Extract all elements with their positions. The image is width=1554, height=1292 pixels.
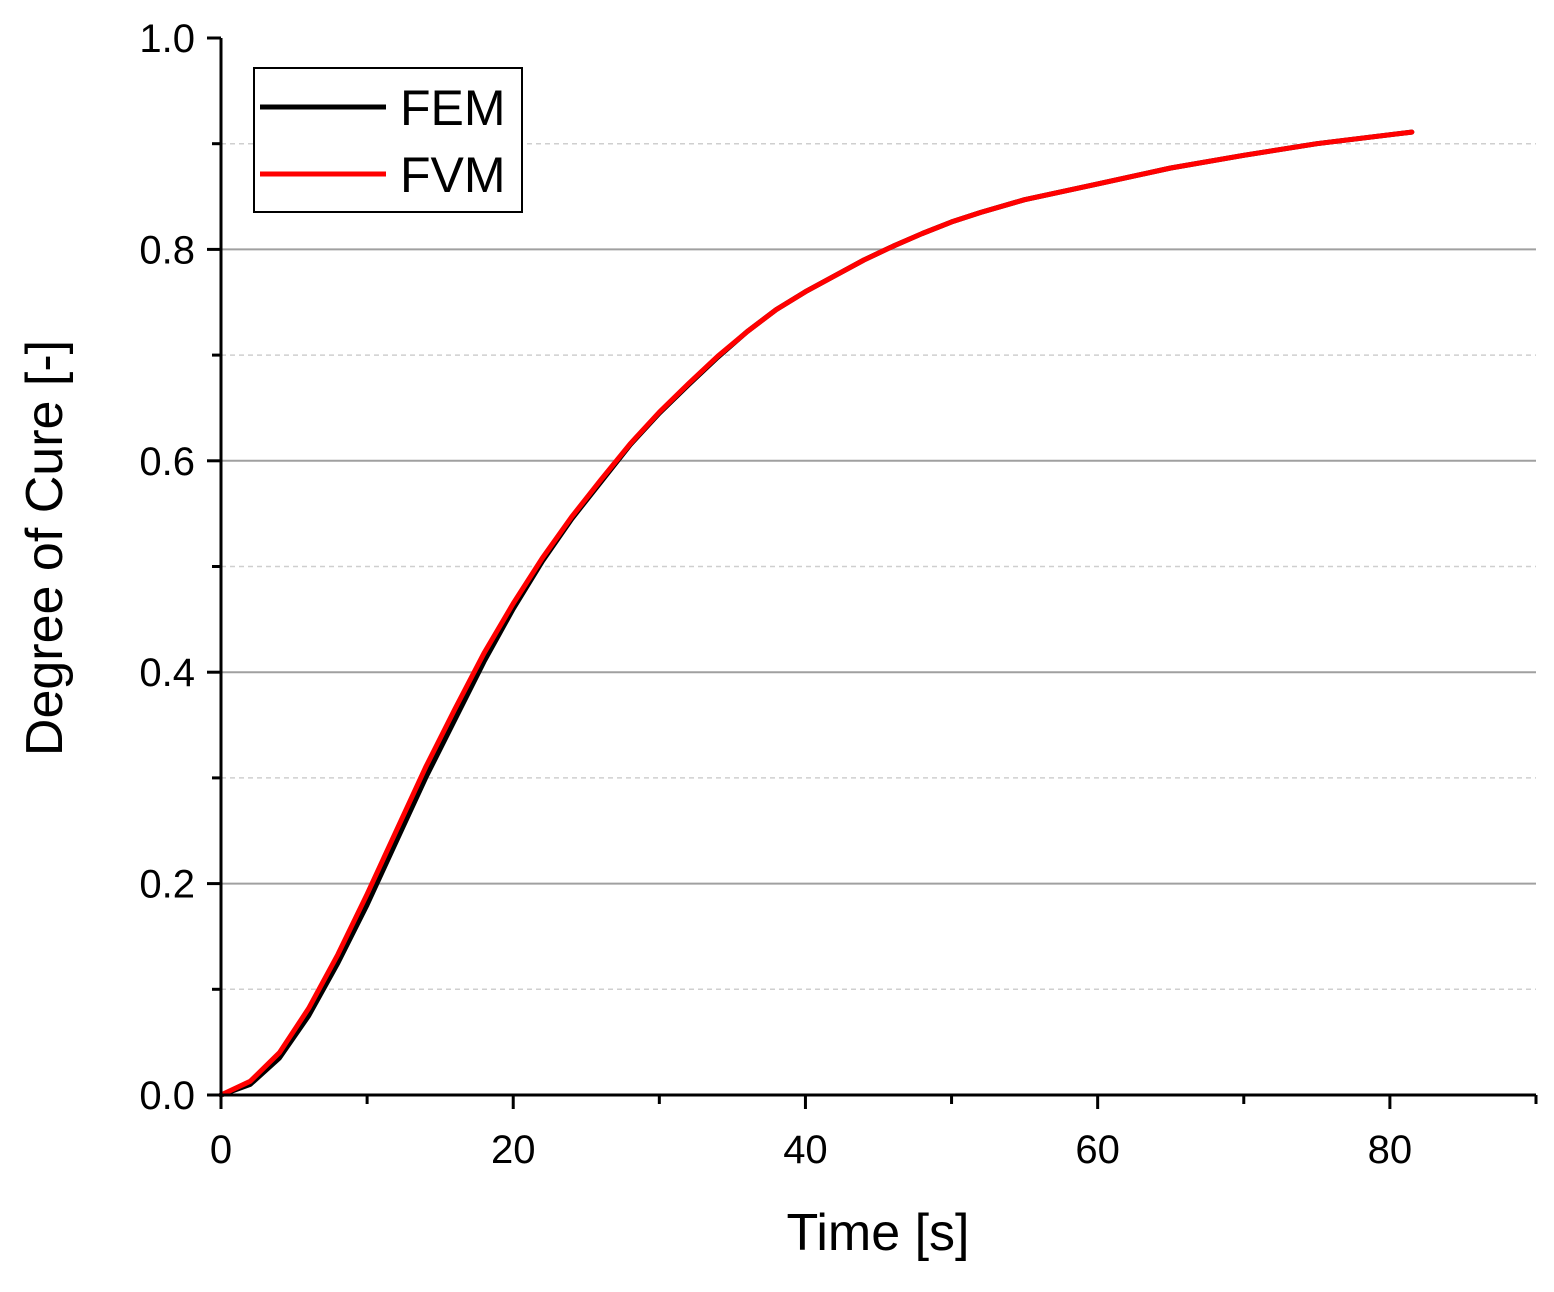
series-line-fem [218, 129, 1415, 1098]
x-tick-label: 20 [491, 1128, 536, 1172]
y-tick-label: 0.6 [139, 440, 195, 484]
y-axis-title: Degree of Cure [-] [16, 340, 74, 756]
series-line-fvm [218, 129, 1415, 1098]
x-tick-label: 0 [210, 1128, 232, 1172]
major-gridlines [221, 248, 1536, 885]
legend: FEM FVM [253, 67, 523, 213]
minor-gridlines [221, 142, 1536, 991]
y-tick-label: 0.0 [139, 1074, 195, 1118]
legend-label-fem: FEM [400, 80, 506, 136]
legend-box [253, 67, 523, 213]
y-tick-label: 1.0 [139, 17, 195, 61]
x-axis-title: Time [s] [787, 1204, 970, 1262]
y-tick-label: 0.8 [139, 228, 195, 272]
y-tick-label: 0.2 [139, 863, 195, 907]
x-tick-label: 40 [783, 1128, 828, 1172]
tick-labels: 0 20 40 60 80 0.0 0.2 0.4 0.6 0.8 1.0 [139, 17, 1412, 1172]
series-lines [218, 129, 1415, 1098]
y-tick-label: 0.4 [139, 651, 195, 695]
x-tick-label: 60 [1075, 1128, 1120, 1172]
tick-marks [207, 36, 1538, 1109]
legend-label-fvm: FVM [400, 147, 506, 203]
x-tick-label: 80 [1368, 1128, 1413, 1172]
